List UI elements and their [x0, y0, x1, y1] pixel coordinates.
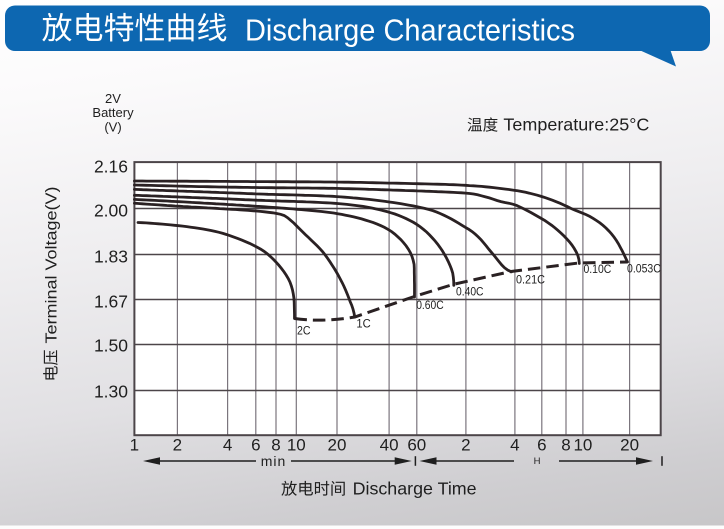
svg-text:0.40C: 0.40C: [456, 285, 484, 299]
svg-text:Discharge Time: Discharge Time: [353, 479, 477, 499]
svg-text:2: 2: [173, 436, 182, 455]
svg-text:H: H: [534, 456, 541, 467]
svg-text:0.10C: 0.10C: [584, 262, 612, 276]
svg-text:20: 20: [328, 436, 347, 455]
svg-text:1C: 1C: [356, 317, 371, 331]
svg-text:Terminal Voltage(V): Terminal Voltage(V): [44, 187, 61, 344]
svg-text:10: 10: [573, 436, 592, 455]
svg-text:1.83: 1.83: [94, 246, 128, 266]
svg-text:8: 8: [561, 436, 570, 455]
svg-text:Discharge Characteristics: Discharge Characteristics: [245, 14, 575, 48]
svg-text:Battery: Battery: [92, 105, 134, 120]
svg-text:1.50: 1.50: [94, 335, 128, 355]
svg-text:4: 4: [510, 436, 519, 455]
svg-text:min: min: [261, 453, 287, 469]
svg-text:40: 40: [380, 436, 399, 455]
svg-text:1.30: 1.30: [94, 381, 128, 401]
svg-text:8: 8: [271, 436, 280, 455]
svg-text:2.00: 2.00: [94, 200, 128, 220]
svg-text:6: 6: [537, 436, 546, 455]
svg-text:10: 10: [287, 436, 306, 455]
svg-text:1: 1: [130, 436, 139, 455]
svg-text:6: 6: [251, 436, 260, 455]
svg-text:2C: 2C: [297, 324, 311, 338]
svg-text:0.60C: 0.60C: [416, 298, 444, 312]
svg-text:20: 20: [620, 436, 639, 455]
svg-text:60: 60: [407, 436, 426, 455]
svg-text:0.053C: 0.053C: [627, 262, 661, 276]
svg-text:2.16: 2.16: [94, 156, 128, 176]
svg-text:2: 2: [461, 436, 470, 455]
svg-text:4: 4: [223, 436, 232, 455]
svg-text:2V: 2V: [105, 91, 121, 106]
svg-text:Temperature:25°C: Temperature:25°C: [503, 115, 649, 135]
svg-text:1.67: 1.67: [94, 291, 128, 311]
svg-text:(V): (V): [104, 120, 121, 135]
svg-text:0.21C: 0.21C: [516, 273, 545, 287]
